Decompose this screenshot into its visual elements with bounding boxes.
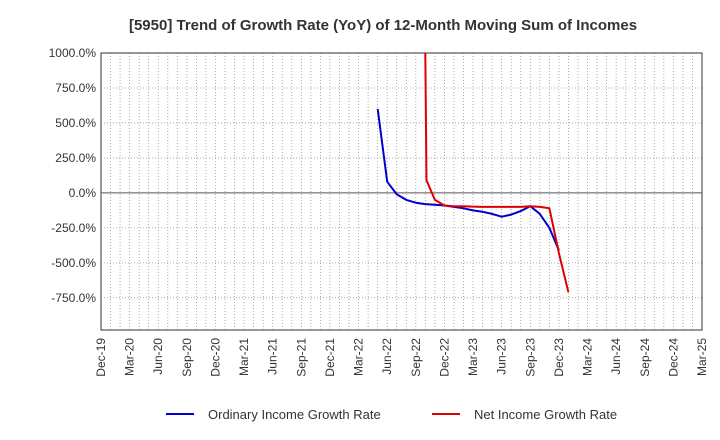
series-line-1 xyxy=(376,108,560,251)
y-tick-label: -500.0% xyxy=(51,256,96,270)
y-tick-label: -250.0% xyxy=(51,221,96,235)
x-tick-label: Jun-24 xyxy=(609,338,623,375)
x-tick-label: Mar-20 xyxy=(123,338,137,376)
x-tick-label: Mar-25 xyxy=(695,338,709,376)
x-axis-ticks: Dec-19 Mar-20 Jun-20 Sep-20 Dec-20 Mar-21 Jun-… xyxy=(94,338,709,377)
x-tick-label: Jun-23 xyxy=(495,338,509,375)
y-tick-label: 0.0% xyxy=(69,186,97,200)
x-tick-label: Sep-22 xyxy=(409,338,423,377)
x-tick-label: Mar-24 xyxy=(581,338,595,376)
legend-label: Ordinary Income Growth Rate xyxy=(208,407,381,422)
y-tick-label: 750.0% xyxy=(55,81,96,95)
legend: Ordinary Income Growth Rate Net Income Gr… xyxy=(166,407,617,422)
x-tick-label: Dec-22 xyxy=(437,338,451,377)
y-tick-label: 500.0% xyxy=(55,116,96,130)
y-tick-label: 250.0% xyxy=(55,151,96,165)
series-line-2 xyxy=(424,53,570,293)
x-tick-label: Mar-21 xyxy=(237,338,251,376)
x-tick-label: Dec-24 xyxy=(666,338,680,377)
x-tick-label: Mar-22 xyxy=(352,338,366,376)
x-tick-label: Mar-23 xyxy=(466,338,480,376)
x-tick-label: Dec-23 xyxy=(552,338,566,377)
chart-title: [5950] Trend of Growth Rate (YoY) of 12-… xyxy=(129,17,637,34)
y-axis-ticks: 1000.0% 750.0% 500.0% 250.0% 0.0% -250.0% -500… xyxy=(49,46,97,305)
y-tick-label: -750.0% xyxy=(51,291,96,305)
x-tick-label: Jun-20 xyxy=(151,338,165,375)
x-tick-label: Dec-21 xyxy=(323,338,337,377)
x-tick-label: Dec-20 xyxy=(208,338,222,377)
x-tick-label: Jun-21 xyxy=(266,338,280,375)
plot-area xyxy=(100,52,703,331)
x-tick-label: Sep-23 xyxy=(523,338,537,377)
legend-label: Net Income Growth Rate xyxy=(474,407,617,422)
x-tick-label: Jun-22 xyxy=(380,338,394,375)
grid xyxy=(101,52,702,330)
x-tick-label: Sep-21 xyxy=(294,338,308,377)
y-tick-label: 1000.0% xyxy=(49,46,97,60)
x-tick-label: Sep-24 xyxy=(638,338,652,377)
series-lines xyxy=(376,53,570,293)
x-tick-label: Sep-20 xyxy=(180,338,194,377)
x-tick-label: Dec-19 xyxy=(94,338,108,377)
